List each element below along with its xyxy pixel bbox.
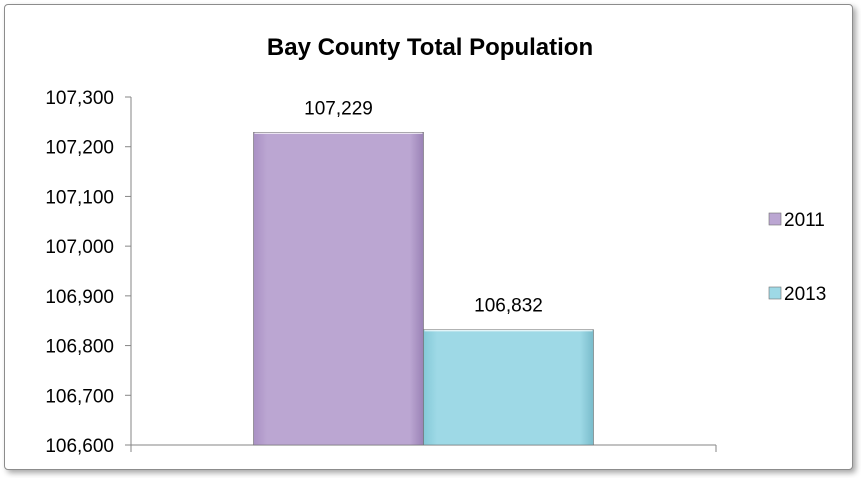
bar-2011	[253, 131, 424, 446]
y-tick-label: 106,800	[45, 337, 114, 358]
y-tick-label: 107,200	[45, 138, 114, 159]
legend-swatch-2013	[768, 286, 782, 300]
legend-swatch-2011	[768, 212, 782, 226]
y-tick-label: 107,300	[45, 88, 114, 109]
y-tick-label: 107,100	[45, 187, 114, 208]
y-tick-label: 107,000	[45, 237, 114, 258]
y-tick-label: 106,900	[45, 287, 114, 308]
data-label-2011: 107,229	[304, 98, 373, 119]
legend: 2011 2013	[768, 210, 826, 305]
data-label-2013: 106,832	[474, 296, 543, 317]
bars: 107,229 106,832	[253, 98, 594, 446]
axes: 107,300 107,200 107,100 107,000 106,900 106,8…	[45, 88, 717, 457]
y-tick-label: 106,700	[45, 386, 114, 407]
bar-2013	[423, 329, 594, 446]
y-tick-label: 106,600	[45, 436, 114, 457]
chart-title: Bay County Total Population	[267, 34, 593, 61]
legend-label-2013: 2013	[784, 284, 826, 305]
legend-label-2011: 2011	[784, 210, 825, 231]
